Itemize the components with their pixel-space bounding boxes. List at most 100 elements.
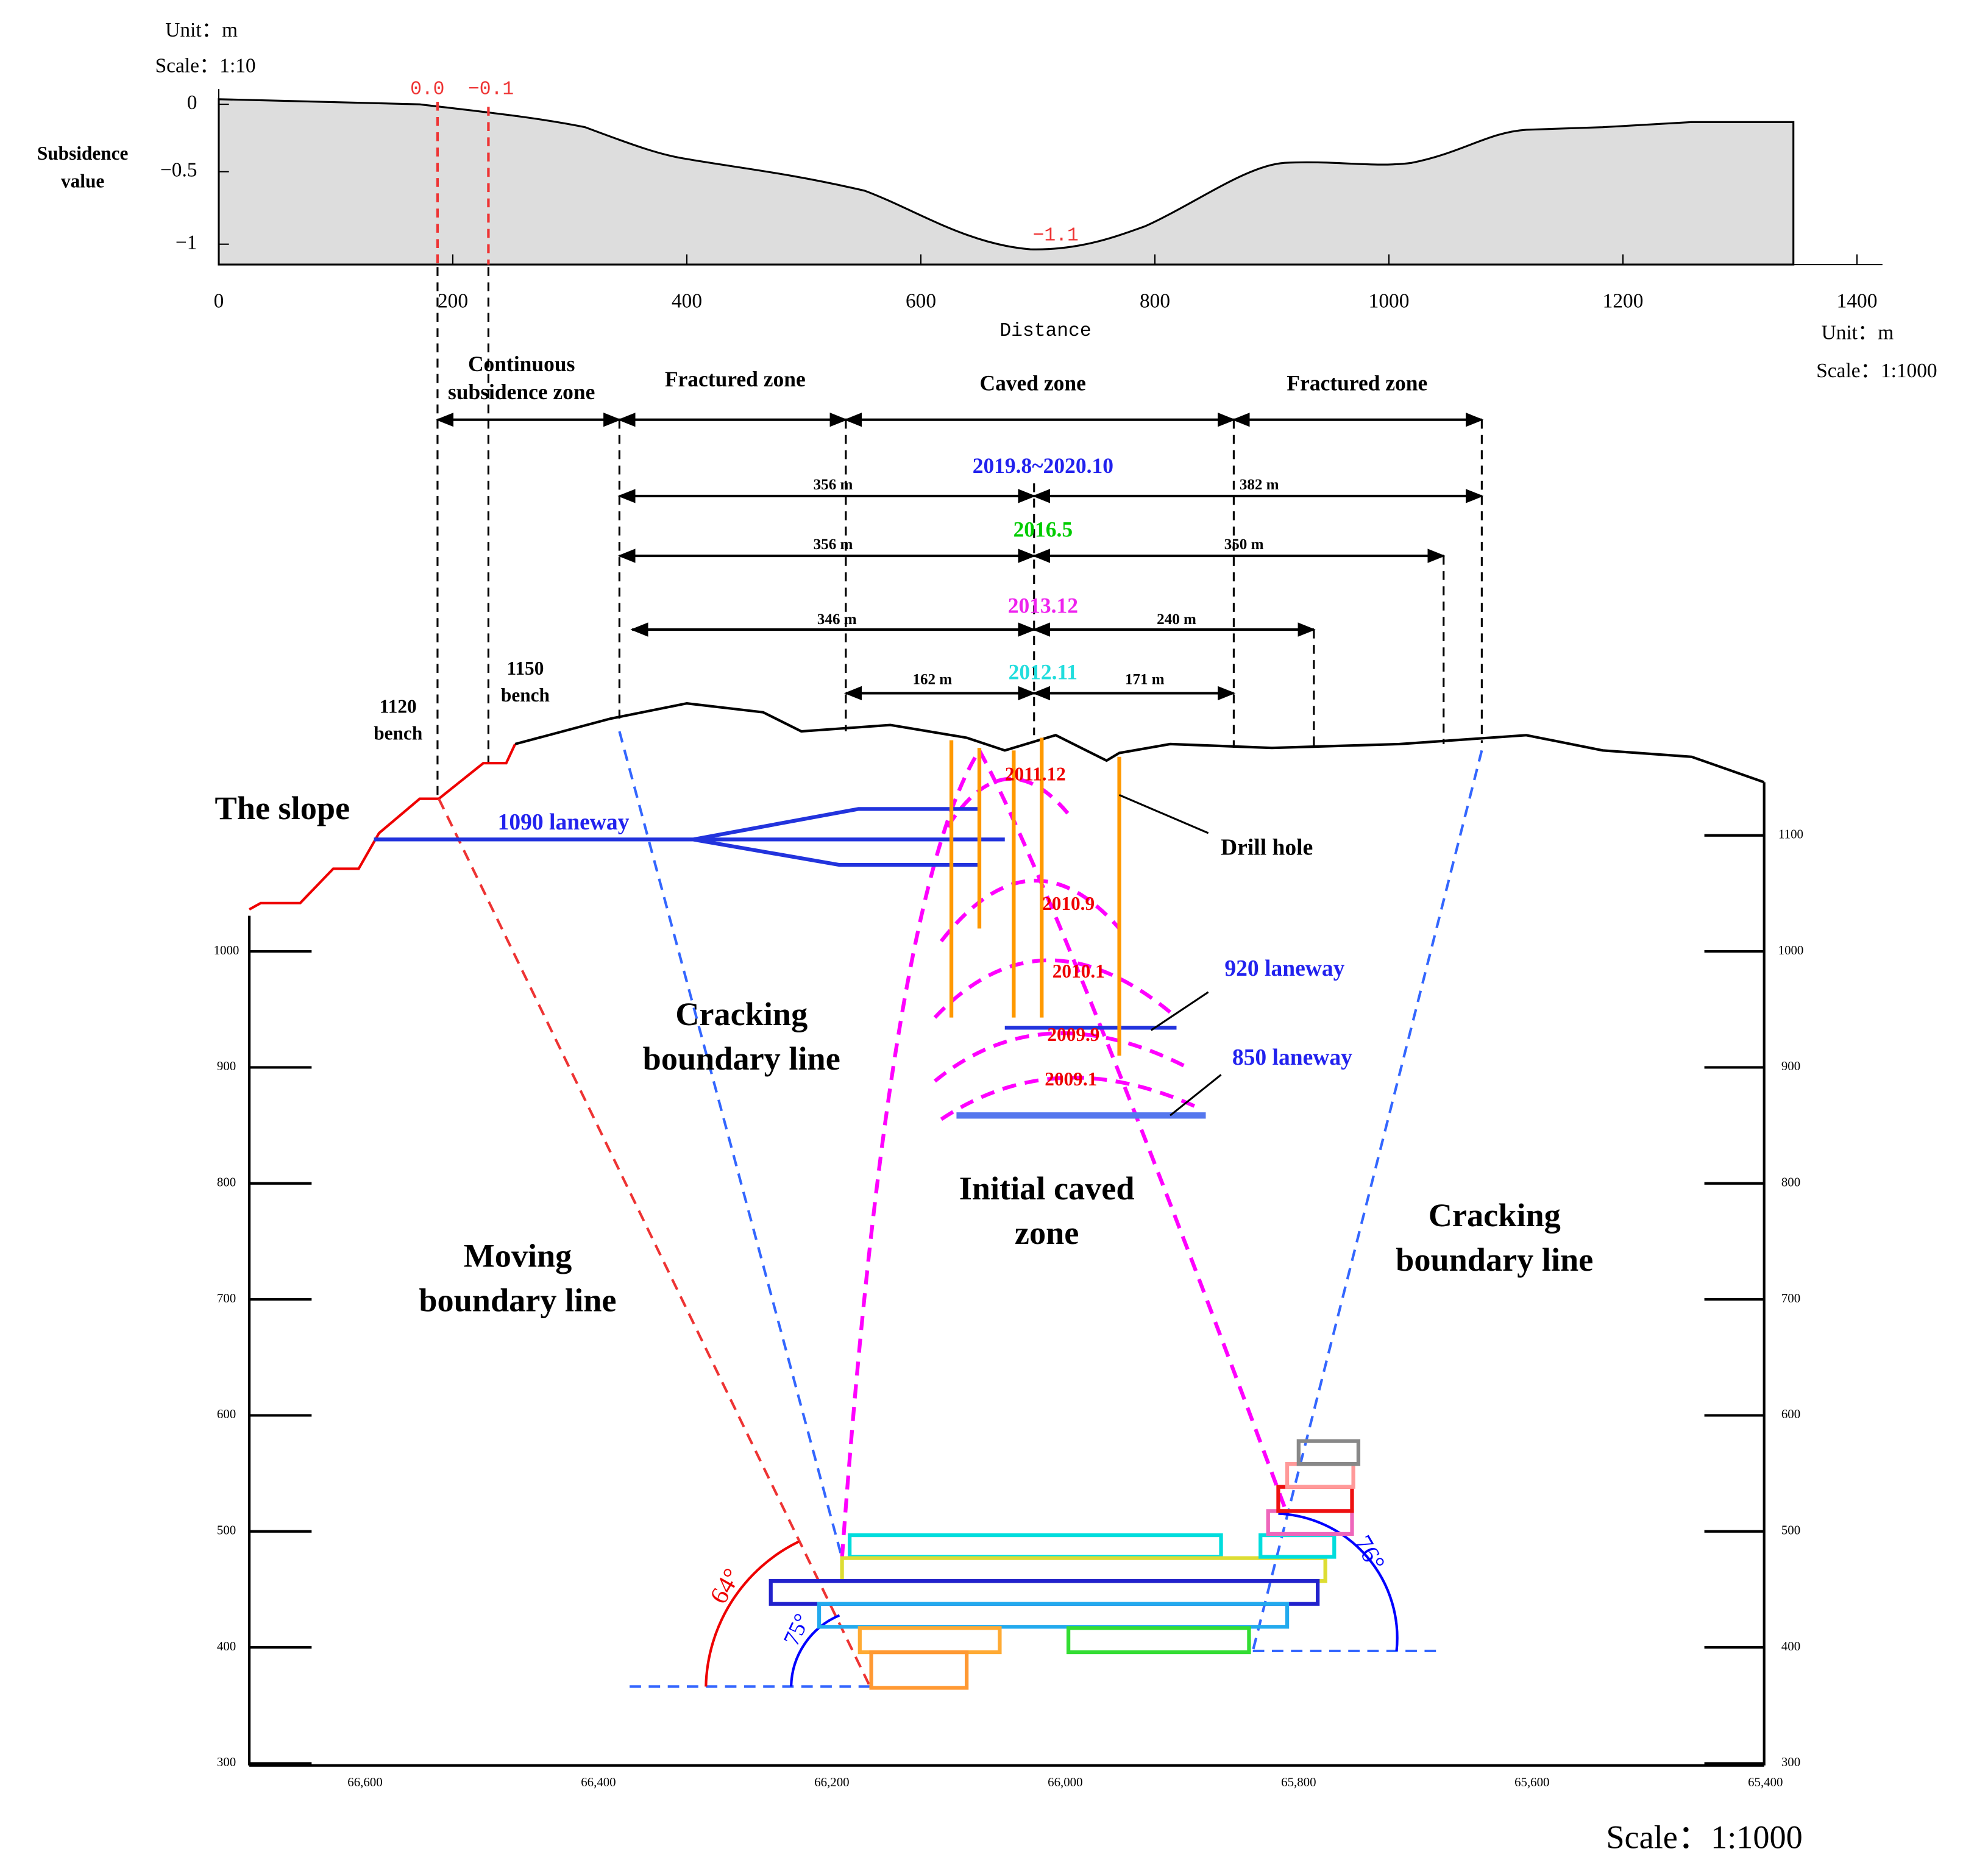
- cave-date: 2009.1: [1045, 1068, 1097, 1090]
- laneway-label: 850 laneway: [1232, 1045, 1352, 1070]
- distance: 162 m: [912, 671, 952, 687]
- y-tick-label: 300: [1781, 1755, 1800, 1769]
- period-date: 2013.12: [1008, 594, 1078, 618]
- x-tick-label: 66,000: [1048, 1775, 1082, 1789]
- zone-label: subsidence zone: [448, 380, 595, 404]
- y-label: value: [61, 171, 104, 192]
- x-tick-label: 65,800: [1281, 1775, 1316, 1789]
- x-tick-label: 1400: [1837, 289, 1878, 312]
- drill-holes: [949, 737, 1121, 1056]
- period-date: 2012.11: [1009, 659, 1077, 684]
- zone-label: Fractured zone: [1287, 371, 1427, 396]
- zone-label: Caved zone: [979, 371, 1085, 396]
- x-tick-label: 1000: [1369, 289, 1410, 312]
- y-tick-label: 300: [217, 1755, 236, 1769]
- x-label: Distance: [999, 321, 1091, 342]
- boundary-label: Cracking: [1429, 1197, 1561, 1234]
- y-tick-label: 800: [1781, 1175, 1800, 1190]
- cave-date: 2010.1: [1053, 960, 1105, 982]
- annotation: −0.1: [468, 79, 514, 100]
- x-tick-label: 800: [1140, 289, 1170, 312]
- distance: 346 m: [817, 611, 857, 628]
- boundary-label: boundary line: [643, 1040, 840, 1077]
- y-tick-label: 700: [217, 1291, 236, 1305]
- angle-label: 64°: [705, 1564, 747, 1609]
- bench-label: 1150: [506, 658, 544, 679]
- y-tick-label: −0.5: [160, 158, 197, 181]
- y-tick-label: 1000: [1778, 943, 1804, 957]
- y-label: Subsidence: [37, 143, 129, 164]
- y-tick-label: −1: [176, 231, 197, 254]
- y-tick-label: 800: [217, 1175, 236, 1190]
- dimension-arrows: [436, 413, 1484, 701]
- footer-scale: Scale：1:1000: [1606, 1819, 1802, 1855]
- y-tick-label: 0: [187, 91, 197, 114]
- distance: 356 m: [814, 536, 853, 553]
- cave-date: 2010.9: [1042, 893, 1095, 914]
- cave-date: 2011.12: [1005, 763, 1066, 784]
- annotation: −1.1: [1033, 225, 1079, 246]
- y-tick-label: 600: [1781, 1407, 1800, 1421]
- x-tick-label: 0: [214, 289, 224, 312]
- slope: [249, 744, 517, 911]
- y-tick-label: 900: [217, 1059, 236, 1073]
- subsidence-area: [218, 98, 1795, 266]
- x-tick-label: 65,400: [1748, 1775, 1783, 1789]
- x-tick-label: 66,200: [814, 1775, 849, 1789]
- zone-label: zone: [1015, 1215, 1079, 1251]
- x-tick-label: 66,400: [581, 1775, 616, 1789]
- bench-label: bench: [501, 684, 550, 706]
- bench-label: 1120: [380, 696, 417, 717]
- x-tick-label: 600: [906, 289, 936, 312]
- zone-label: Continuous: [468, 352, 575, 376]
- distance: 350 m: [1224, 536, 1264, 553]
- x-tick-label: 1200: [1603, 289, 1644, 312]
- y-tick-label: 900: [1781, 1059, 1800, 1073]
- boundary-label: Moving: [463, 1238, 572, 1274]
- y-tick-label: 1000: [214, 943, 240, 957]
- y-tick-label: 700: [1781, 1291, 1800, 1305]
- boundary-label: Cracking: [675, 996, 808, 1032]
- x-tick-label: 400: [672, 289, 702, 312]
- boundary-label: boundary line: [419, 1282, 616, 1319]
- zone-dashes: [436, 267, 1483, 799]
- y-tick-label: 1100: [1778, 827, 1803, 842]
- zone-label: Initial caved: [959, 1170, 1135, 1207]
- unit: Unit：m: [165, 19, 238, 41]
- laneway-label: 920 laneway: [1224, 956, 1344, 981]
- cave-date: 2009.9: [1047, 1024, 1099, 1045]
- x-tick-label: 66,600: [347, 1775, 382, 1789]
- caving-arcs: [840, 747, 1287, 1558]
- angle-label: 75°: [779, 1610, 815, 1650]
- laneway-label: 1090 laneway: [498, 810, 630, 835]
- y-tick-label: 500: [1781, 1523, 1800, 1538]
- y-tick-label: 400: [217, 1639, 236, 1653]
- drill-hole-label: Drill hole: [1221, 836, 1313, 861]
- ground-surface: [514, 702, 1765, 784]
- angle-label: 76°: [1348, 1531, 1390, 1576]
- y-tick-label: 600: [217, 1407, 236, 1421]
- stopes: [769, 1439, 1361, 1690]
- period-date: 2016.5: [1014, 517, 1073, 542]
- period-date: 2019.8~2020.10: [973, 453, 1113, 478]
- scale: Scale：1:1000: [1816, 360, 1937, 382]
- angle-arcs: [705, 1512, 1399, 1687]
- red-dashes: [436, 101, 490, 265]
- boundary-label: boundary line: [1396, 1241, 1593, 1278]
- x-tick-label: 200: [438, 289, 468, 312]
- slope-label: The slope: [215, 790, 350, 826]
- distance: 240 m: [1157, 611, 1196, 628]
- distance: 171 m: [1125, 671, 1165, 687]
- scale: Scale：1:10: [155, 54, 256, 77]
- leaders: [1118, 793, 1222, 1117]
- bench-label: bench: [374, 722, 422, 744]
- unit: Unit：m: [1822, 322, 1894, 344]
- distance: 356 m: [814, 477, 853, 493]
- zone-label: Fractured zone: [665, 367, 806, 391]
- annotation: 0.0: [410, 79, 444, 100]
- distance: 382 m: [1240, 477, 1279, 493]
- x-tick-label: 65,600: [1514, 1775, 1549, 1789]
- y-tick-label: 500: [217, 1523, 236, 1538]
